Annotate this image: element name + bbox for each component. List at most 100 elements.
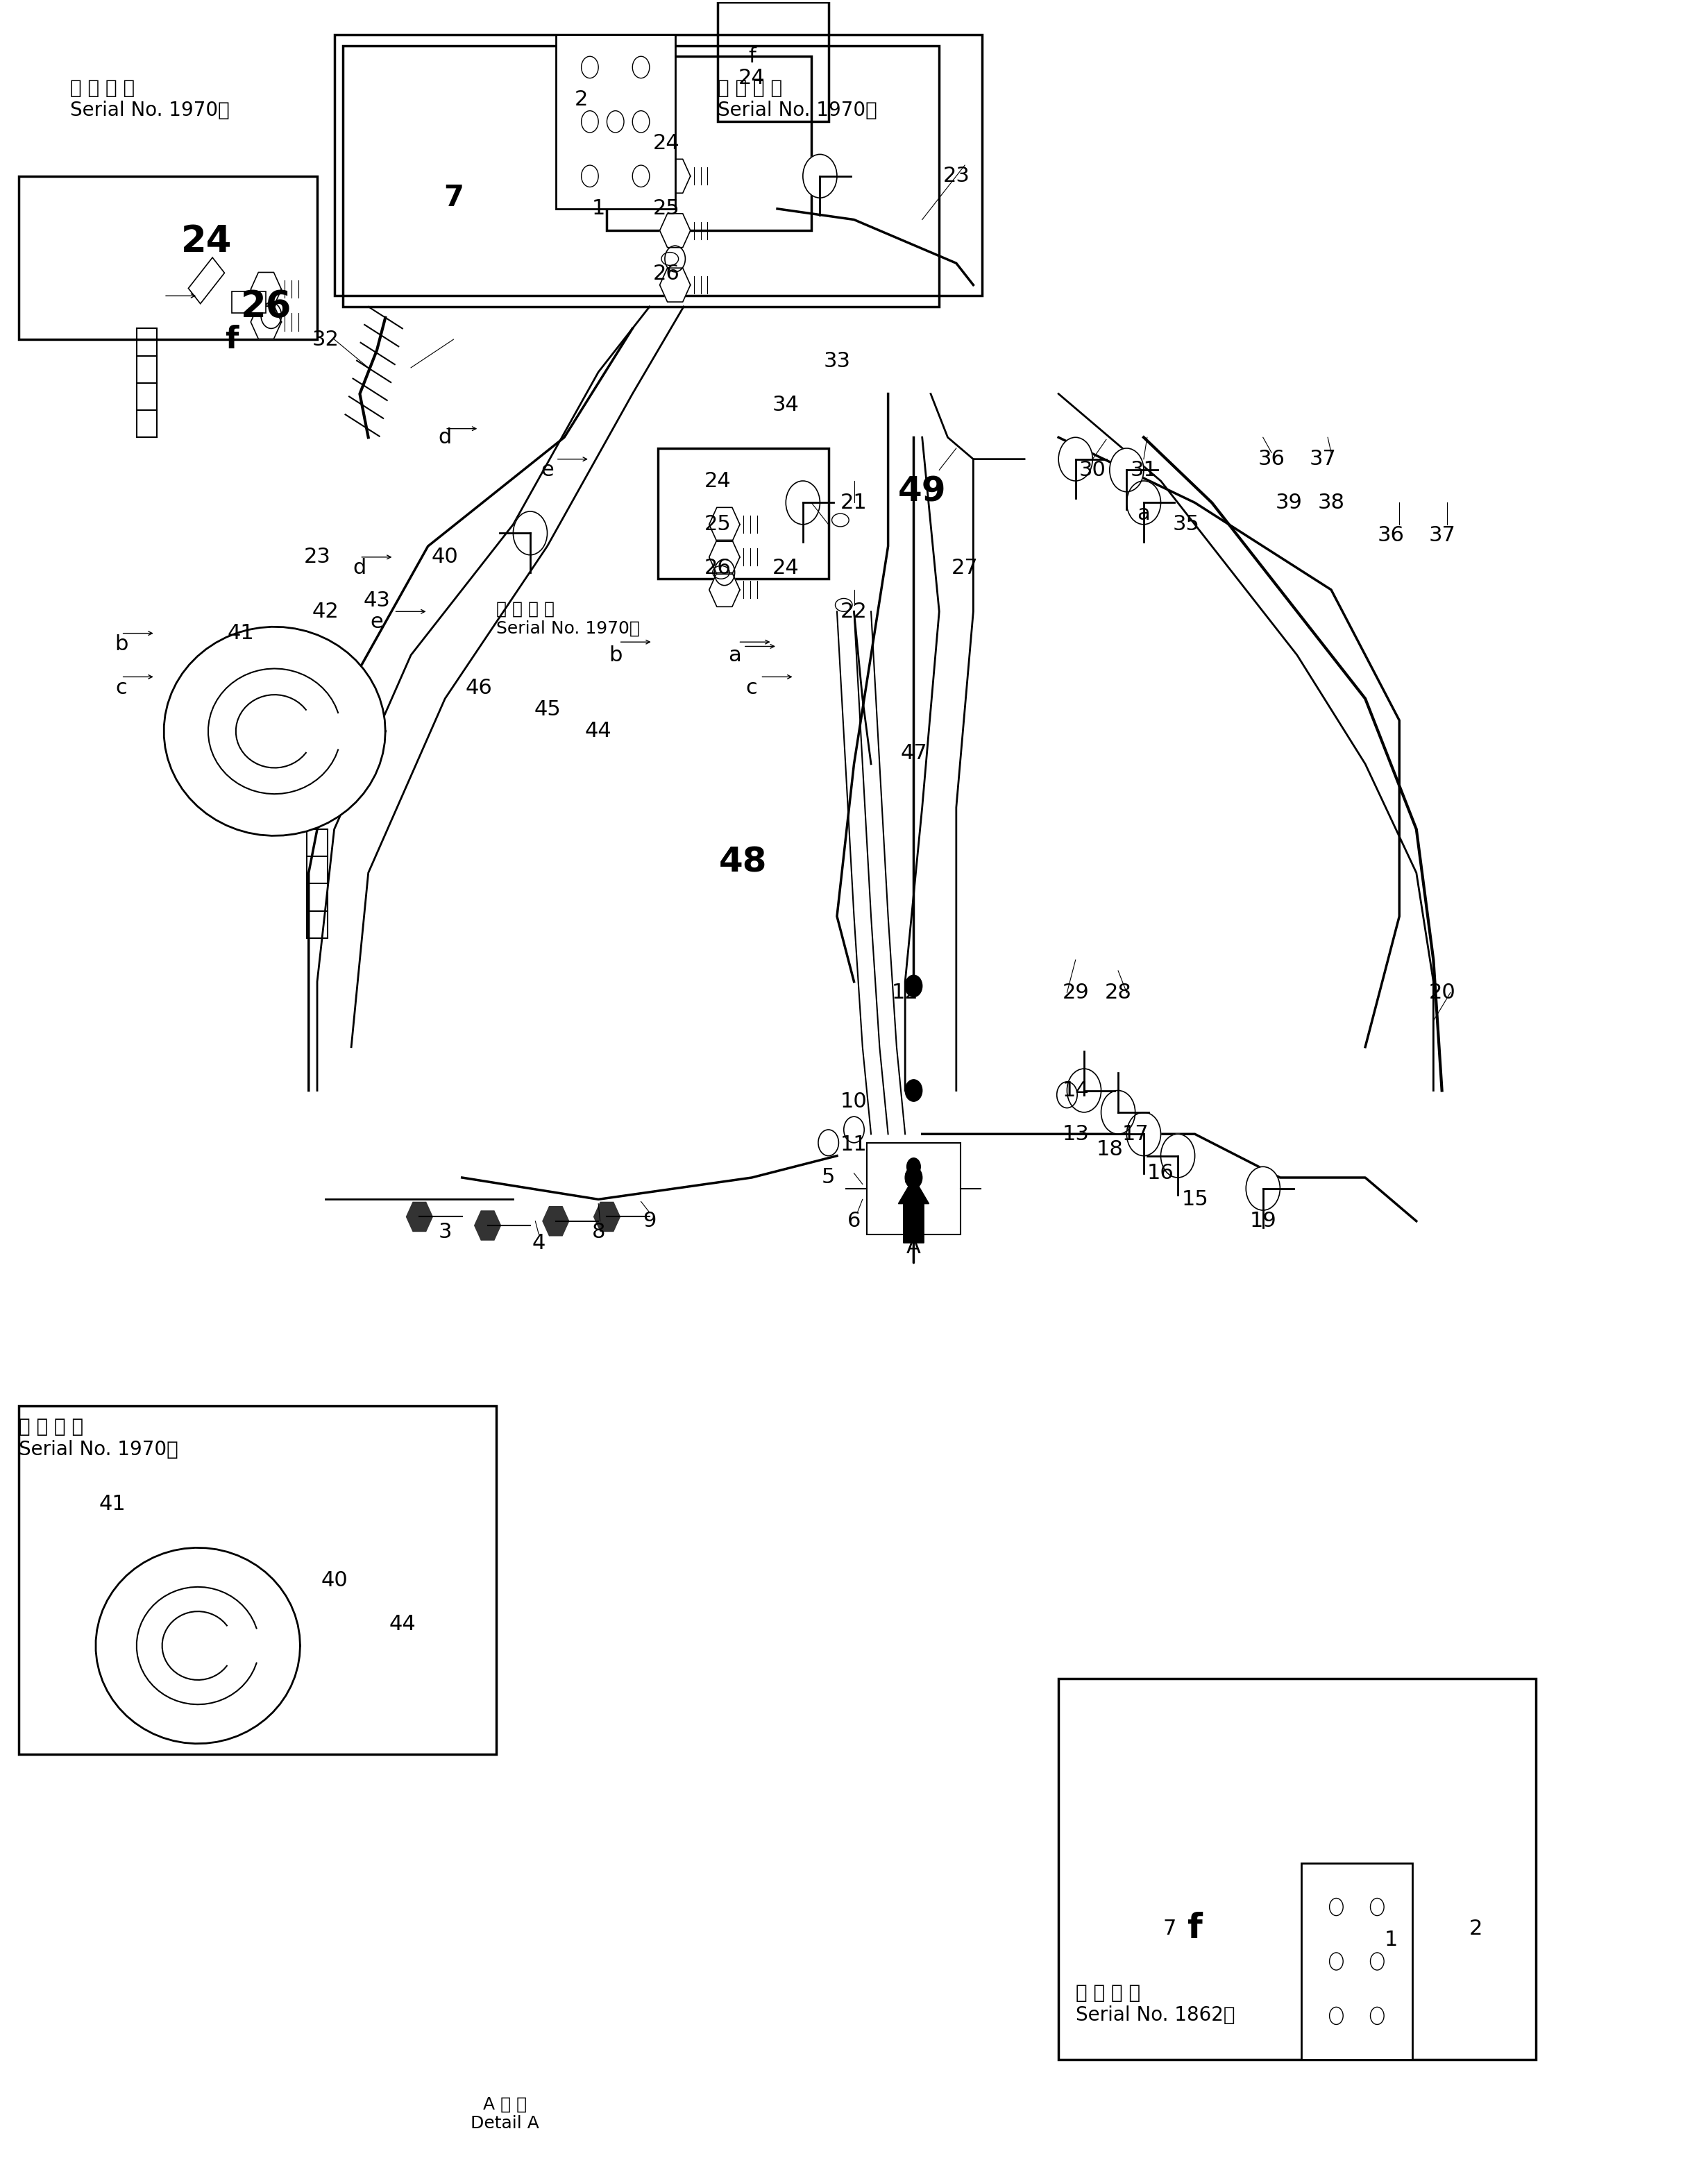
Text: 16: 16 <box>1148 1162 1173 1184</box>
Text: 21: 21 <box>840 493 868 513</box>
Text: A 詳 細
Detail A: A 詳 細 Detail A <box>470 2096 540 2131</box>
Circle shape <box>1068 1069 1102 1112</box>
Polygon shape <box>251 273 282 305</box>
Text: 37: 37 <box>1308 449 1336 469</box>
Text: e: e <box>371 613 383 632</box>
Text: 19: 19 <box>1250 1210 1276 1232</box>
Text: 24: 24 <box>738 68 765 87</box>
Text: 41: 41 <box>99 1494 126 1514</box>
Text: 42: 42 <box>313 602 340 622</box>
Text: 17: 17 <box>1122 1123 1149 1145</box>
Text: 36: 36 <box>1259 449 1284 469</box>
Text: 25: 25 <box>652 198 680 218</box>
Text: 18: 18 <box>1097 1138 1124 1160</box>
Text: 40: 40 <box>432 547 458 567</box>
Text: 38: 38 <box>1317 493 1344 513</box>
Text: 7: 7 <box>1163 1919 1177 1939</box>
Text: f: f <box>1187 1913 1202 1945</box>
Text: c: c <box>746 678 758 698</box>
Text: 9: 9 <box>642 1210 656 1232</box>
Polygon shape <box>659 214 690 246</box>
Polygon shape <box>709 508 740 541</box>
Text: 40: 40 <box>321 1570 348 1590</box>
Bar <box>335 35 982 297</box>
Polygon shape <box>709 541 740 574</box>
Text: d: d <box>439 427 451 447</box>
Text: a: a <box>1138 504 1149 523</box>
Circle shape <box>803 155 837 198</box>
Text: 24: 24 <box>652 133 680 153</box>
Text: 23: 23 <box>943 166 970 185</box>
Text: 44: 44 <box>389 1614 415 1634</box>
Polygon shape <box>251 305 282 338</box>
Text: f: f <box>748 46 755 65</box>
Bar <box>1301 1863 1413 2059</box>
Text: 7: 7 <box>444 183 463 212</box>
Text: e: e <box>541 460 553 480</box>
Text: 35: 35 <box>1173 515 1199 534</box>
Circle shape <box>1245 1167 1279 1210</box>
Text: 12: 12 <box>892 981 919 1003</box>
Text: 33: 33 <box>823 351 851 371</box>
Text: 24: 24 <box>704 471 731 491</box>
Text: 10: 10 <box>840 1090 868 1112</box>
Text: 39: 39 <box>1276 493 1301 513</box>
Text: d: d <box>354 558 367 578</box>
Circle shape <box>1110 449 1144 491</box>
Text: 4: 4 <box>531 1232 545 1252</box>
Polygon shape <box>164 626 386 835</box>
Text: 24: 24 <box>181 222 232 260</box>
Text: 31: 31 <box>1131 460 1158 480</box>
Polygon shape <box>593 1202 620 1232</box>
Bar <box>343 46 939 308</box>
Text: f: f <box>225 325 239 353</box>
Text: 14: 14 <box>1062 1080 1090 1101</box>
Text: 適 用 号 機
Serial No. 1970～: 適 用 号 機 Serial No. 1970～ <box>495 600 640 637</box>
FancyArrow shape <box>898 1178 929 1243</box>
Circle shape <box>1102 1090 1136 1134</box>
Bar <box>19 1407 495 1754</box>
Text: 適 用 号 機
Serial No. 1862～: 適 用 号 機 Serial No. 1862～ <box>1076 1983 1235 2024</box>
Text: 29: 29 <box>1062 981 1090 1003</box>
Polygon shape <box>659 268 690 301</box>
Circle shape <box>1127 480 1161 523</box>
Text: b: b <box>608 646 622 665</box>
Circle shape <box>512 510 547 554</box>
Circle shape <box>1127 1112 1161 1156</box>
Text: 6: 6 <box>847 1210 861 1232</box>
Text: 5: 5 <box>822 1167 835 1189</box>
Text: 24: 24 <box>772 558 799 578</box>
Text: 1: 1 <box>591 198 605 218</box>
Text: b: b <box>114 635 128 654</box>
Bar <box>1059 1679 1535 2059</box>
Bar <box>658 449 828 578</box>
Text: 13: 13 <box>1062 1123 1090 1145</box>
Text: 48: 48 <box>719 846 767 879</box>
Text: 41: 41 <box>227 624 254 643</box>
Polygon shape <box>709 574 740 606</box>
Polygon shape <box>232 292 266 314</box>
Text: 46: 46 <box>466 678 492 698</box>
Bar <box>866 1143 960 1234</box>
Text: 30: 30 <box>1079 460 1107 480</box>
Bar <box>606 57 811 231</box>
Text: 37: 37 <box>1428 526 1455 545</box>
Text: 11: 11 <box>840 1134 868 1156</box>
Circle shape <box>907 1202 921 1219</box>
Text: 23: 23 <box>304 547 331 567</box>
Text: 34: 34 <box>772 395 799 414</box>
Text: 36: 36 <box>1377 526 1404 545</box>
Circle shape <box>905 1167 922 1189</box>
Circle shape <box>1059 438 1093 480</box>
Bar <box>555 35 675 209</box>
Text: 適 用 号 機
Serial No. 1970～: 適 用 号 機 Serial No. 1970～ <box>70 79 229 120</box>
Text: A: A <box>907 1237 921 1256</box>
Text: 27: 27 <box>951 558 979 578</box>
Text: 適 用 号 機
Serial No. 1970～: 適 用 号 機 Serial No. 1970～ <box>19 1418 178 1459</box>
Text: 8: 8 <box>591 1221 605 1241</box>
Text: 44: 44 <box>584 722 611 742</box>
Text: 20: 20 <box>1428 981 1455 1003</box>
Text: 32: 32 <box>313 329 340 349</box>
Text: 2: 2 <box>574 89 588 109</box>
Circle shape <box>786 480 820 523</box>
